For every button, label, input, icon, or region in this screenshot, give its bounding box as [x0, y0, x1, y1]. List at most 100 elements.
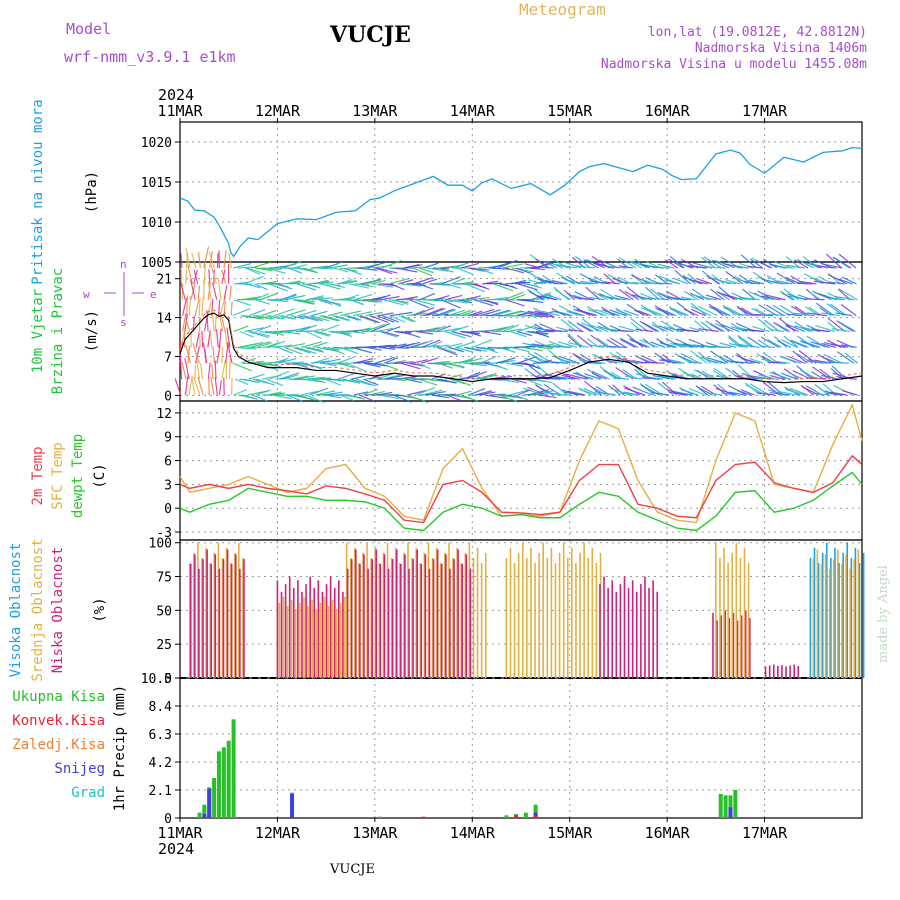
wind-arrow	[391, 378, 407, 382]
wind-arrow	[211, 311, 215, 332]
precip-bar	[533, 812, 538, 818]
wind-arrow	[780, 339, 798, 348]
wind-arrow	[412, 359, 428, 364]
wind-arrow	[618, 265, 633, 269]
wind-arrow	[377, 267, 398, 274]
wind-arrow	[265, 341, 280, 348]
wind-arrow	[624, 391, 639, 396]
precip-bar	[733, 790, 738, 818]
wind-arrow	[206, 310, 209, 332]
wind-arrow	[215, 329, 219, 348]
wind-arrow	[305, 394, 325, 404]
wind-arrow	[192, 315, 195, 332]
t2m-label: 2m Temp	[30, 446, 46, 505]
x-tick-label-top: 15MAR	[547, 102, 593, 120]
wind-arrow	[221, 346, 224, 364]
wind-arrow	[272, 394, 292, 400]
wind-arrow	[675, 261, 694, 269]
wind-arrow	[251, 362, 272, 364]
wind-arrow	[281, 293, 297, 301]
wind-arrow	[650, 288, 666, 301]
y-tick-label: -3	[156, 526, 172, 541]
wind-arrow	[185, 317, 191, 332]
wind-arrow	[430, 325, 446, 333]
wind-arrow	[502, 263, 524, 269]
wind-arrow	[482, 280, 499, 285]
wind-arrow	[342, 280, 358, 285]
wind-arrow	[683, 308, 699, 317]
wind-arrow	[647, 297, 670, 301]
wind-arrow	[285, 294, 306, 301]
x-tick-label-top: 12MAR	[255, 102, 301, 120]
wind-arrow	[415, 386, 436, 396]
wind-arrow	[324, 378, 342, 386]
wind-arrow	[806, 312, 828, 317]
y-tick-label: 25	[156, 638, 172, 653]
year-label-top: 2024	[158, 86, 194, 104]
wind-arrow	[330, 264, 348, 269]
wind-arrow	[466, 371, 487, 380]
y-tick-label: 2.1	[149, 784, 172, 799]
wind-arrow	[589, 344, 605, 348]
wind-arrow	[515, 281, 531, 285]
wind-arrow	[606, 338, 620, 348]
wind-arrow	[295, 346, 317, 355]
y-tick-label: 0	[164, 672, 172, 687]
wind-arrow	[284, 346, 303, 355]
wind-arrow	[357, 360, 374, 364]
wind-arrow	[186, 264, 194, 285]
wind-arrow	[452, 378, 472, 386]
wind-arrow	[304, 346, 325, 353]
wind-arrow	[817, 265, 836, 269]
wind-arrow	[374, 356, 396, 364]
wind-arrow	[351, 375, 366, 380]
wind-arrow	[448, 299, 468, 304]
wind-arrow	[290, 325, 311, 333]
wind-arrow	[705, 359, 723, 364]
wind-arrow	[526, 283, 543, 289]
conv-rain-label: Konvek.Kisa	[12, 713, 105, 729]
wind-arrow	[747, 376, 764, 380]
y-tick-label: 3	[164, 478, 172, 493]
wind-arrow	[740, 254, 757, 269]
precip-bar	[202, 814, 207, 818]
sfc-temp-line	[179, 402, 863, 524]
wind-arrow	[527, 351, 545, 364]
wind-arrow	[312, 265, 329, 269]
x-tick-label-top: 13MAR	[352, 102, 398, 120]
wind-arrow	[181, 297, 188, 316]
wind-arrow	[670, 342, 686, 348]
wind-arrow	[286, 309, 306, 317]
wind-arrow	[362, 388, 379, 396]
wind-arrow	[441, 327, 462, 333]
wind-arrow	[780, 356, 802, 364]
wind-arrow	[682, 372, 701, 380]
wind-arrow	[180, 282, 186, 300]
wind-arrow	[574, 296, 595, 301]
wind-arrow	[651, 324, 668, 333]
wind-arrow	[458, 281, 474, 285]
wind-arrow	[390, 283, 405, 291]
dir-n: n	[120, 258, 127, 271]
wind-arrow	[197, 251, 201, 269]
wind-arrow	[786, 313, 803, 317]
wind-arrow	[524, 324, 543, 333]
wind-arrow	[594, 309, 614, 317]
wind-arrow	[512, 378, 527, 384]
wind-arrow	[469, 314, 490, 317]
dewpoint-line	[179, 471, 863, 532]
wind-arrow	[830, 343, 848, 348]
wind-arrow	[710, 350, 729, 364]
wind-arrow	[437, 267, 454, 273]
wind-arrow	[382, 374, 401, 380]
wind-arrow	[269, 330, 284, 337]
wind-arrow	[698, 305, 718, 317]
wind-arrow	[412, 267, 433, 277]
wind-arrow	[207, 281, 212, 300]
wind-arrow	[478, 391, 496, 396]
wind-arrow	[407, 394, 429, 404]
wind-arrow	[462, 357, 483, 364]
wind-arrow	[732, 360, 753, 364]
wind-arrow	[273, 344, 292, 348]
wind-arrow	[706, 356, 727, 364]
